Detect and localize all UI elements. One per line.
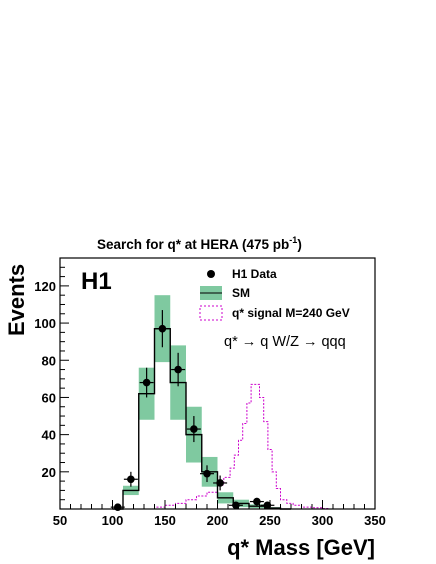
data-marker	[253, 497, 261, 506]
legend-label-sm: SM	[232, 286, 250, 300]
data-point	[155, 310, 170, 348]
decay-annotation: q* → q W/Z → qqq	[224, 334, 346, 350]
legend: H1 Data SM q* signal M=240 GeV	[199, 267, 350, 321]
title-superscript: -1	[289, 235, 297, 245]
data-marker	[158, 324, 167, 333]
experiment-label: H1	[81, 268, 112, 295]
title-suffix: )	[297, 237, 302, 252]
data-marker	[127, 475, 135, 484]
y-tick-label: 20	[42, 465, 56, 480]
data-marker	[174, 365, 182, 374]
data-point	[228, 501, 243, 510]
y-axis-title: Events	[4, 264, 29, 336]
legend-marker-signal	[199, 305, 223, 321]
signal-line	[140, 383, 330, 510]
data-points	[110, 310, 275, 511]
y-tick-label: 60	[42, 390, 56, 405]
x-tick-label: 200	[207, 513, 229, 528]
y-tick-label: 40	[42, 428, 56, 443]
data-point	[171, 352, 186, 387]
data-point	[200, 465, 214, 483]
y-axis-ticks: 20 40 60 80 100 120	[34, 257, 69, 510]
x-tick-label: 250	[259, 513, 281, 528]
data-point	[186, 416, 201, 443]
data-marker	[232, 501, 240, 510]
legend-entry-sm: SM	[200, 286, 250, 300]
data-marker	[113, 503, 122, 511]
data-marker	[203, 469, 211, 478]
legend-marker-data	[207, 270, 215, 278]
data-point	[249, 497, 264, 506]
x-tick-label: 100	[102, 513, 124, 528]
x-axis-title: q* Mass [GeV]	[227, 535, 375, 560]
x-tick-label: 150	[154, 513, 176, 528]
y-tick-label: 120	[34, 279, 56, 294]
x-tick-label: 350	[364, 513, 386, 528]
x-tick-label: 300	[312, 513, 334, 528]
data-marker	[142, 378, 151, 387]
data-point	[260, 501, 275, 510]
legend-entry-signal: q* signal M=240 GeV	[199, 305, 350, 321]
x-tick-label: 50	[53, 513, 67, 528]
data-point	[213, 475, 228, 491]
legend-entry-data: H1 Data	[207, 267, 277, 281]
data-marker	[263, 501, 272, 510]
data-marker	[190, 425, 198, 433]
signal-histogram	[140, 383, 330, 510]
y-tick-label: 100	[34, 316, 56, 331]
chart-title: Search for q* at HERA (475 pb-1)	[97, 235, 302, 252]
data-marker	[216, 479, 224, 487]
y-tick-label: 80	[42, 353, 56, 368]
x-axis-ticks: 50 100 150 200 250 300 350	[53, 500, 386, 528]
data-point	[123, 471, 138, 487]
data-point	[139, 367, 154, 398]
legend-label-data: H1 Data	[232, 267, 277, 281]
legend-label-signal: q* signal M=240 GeV	[232, 306, 350, 320]
